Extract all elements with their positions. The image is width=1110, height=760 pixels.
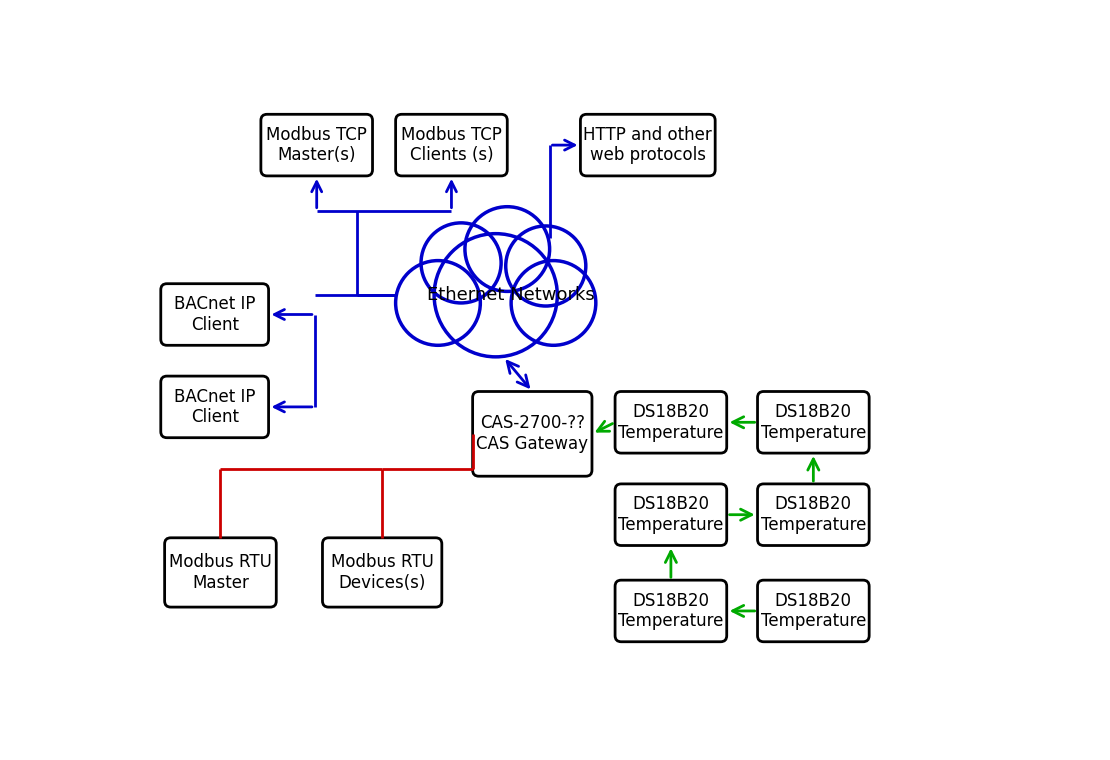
Text: Modbus TCP
Master(s): Modbus TCP Master(s)	[266, 125, 367, 164]
FancyBboxPatch shape	[323, 538, 442, 607]
Text: DS18B20
Temperature: DS18B20 Temperature	[760, 496, 866, 534]
FancyBboxPatch shape	[757, 484, 869, 546]
Circle shape	[434, 233, 557, 357]
Text: DS18B20
Temperature: DS18B20 Temperature	[618, 591, 724, 630]
FancyBboxPatch shape	[161, 376, 269, 438]
Text: Modbus RTU
Master: Modbus RTU Master	[169, 553, 272, 592]
FancyBboxPatch shape	[164, 538, 276, 607]
Circle shape	[506, 226, 586, 306]
Text: BACnet IP
Client: BACnet IP Client	[174, 295, 255, 334]
Text: DS18B20
Temperature: DS18B20 Temperature	[618, 403, 724, 442]
Text: Modbus RTU
Devices(s): Modbus RTU Devices(s)	[331, 553, 434, 592]
Circle shape	[395, 261, 481, 345]
FancyBboxPatch shape	[757, 391, 869, 453]
Circle shape	[511, 261, 596, 345]
FancyBboxPatch shape	[395, 114, 507, 176]
FancyBboxPatch shape	[615, 391, 727, 453]
FancyBboxPatch shape	[615, 580, 727, 641]
Text: DS18B20
Temperature: DS18B20 Temperature	[618, 496, 724, 534]
FancyBboxPatch shape	[615, 484, 727, 546]
Circle shape	[465, 207, 549, 291]
Text: DS18B20
Temperature: DS18B20 Temperature	[760, 403, 866, 442]
Text: DS18B20
Temperature: DS18B20 Temperature	[760, 591, 866, 630]
FancyBboxPatch shape	[161, 283, 269, 345]
Text: HTTP and other
web protocols: HTTP and other web protocols	[584, 125, 713, 164]
Text: CAS-2700-??
CAS Gateway: CAS-2700-?? CAS Gateway	[476, 414, 588, 453]
FancyBboxPatch shape	[473, 391, 592, 477]
FancyBboxPatch shape	[757, 580, 869, 641]
FancyBboxPatch shape	[581, 114, 715, 176]
Text: Ethernet Networks: Ethernet Networks	[427, 287, 595, 304]
Text: Modbus TCP
Clients (s): Modbus TCP Clients (s)	[401, 125, 502, 164]
Text: BACnet IP
Client: BACnet IP Client	[174, 388, 255, 426]
FancyBboxPatch shape	[261, 114, 373, 176]
Circle shape	[421, 223, 501, 303]
